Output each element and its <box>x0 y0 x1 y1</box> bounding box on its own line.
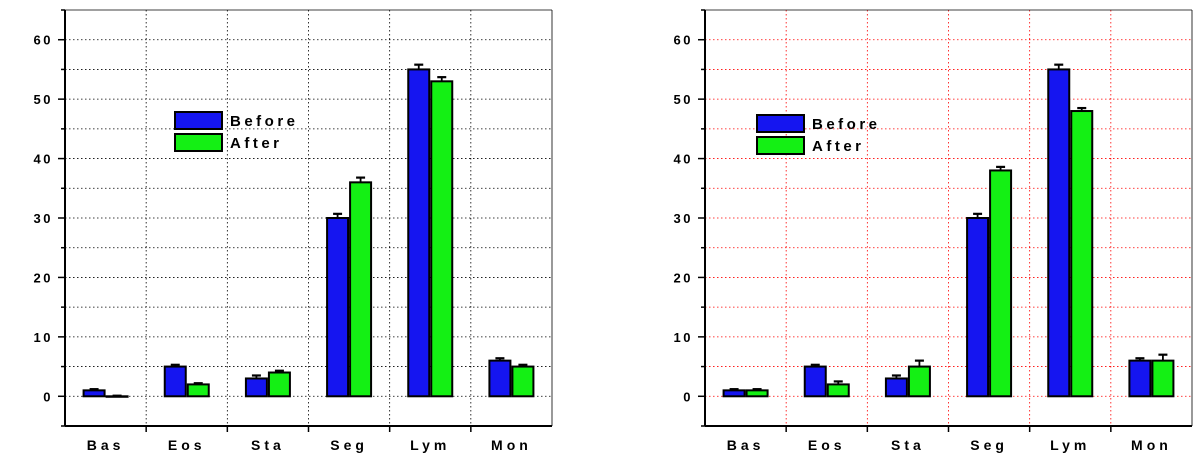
bar-after-sta <box>907 365 931 398</box>
y-tick-label: 50 <box>674 92 693 107</box>
bar-before-lym <box>1047 68 1071 398</box>
y-tick-label: 60 <box>34 33 53 48</box>
legend-label-before: Before <box>230 113 299 130</box>
legend: Before After <box>756 114 881 155</box>
y-tick-label: 30 <box>34 211 53 226</box>
legend-swatch-after <box>174 133 223 152</box>
x-tick-label-lym: Lym <box>1050 437 1090 453</box>
y-tick-label: 40 <box>34 152 53 167</box>
legend-label-after: After <box>812 138 865 155</box>
bar-before-mon <box>1128 359 1152 398</box>
bar-before-lym <box>407 68 431 398</box>
legend-label-after: After <box>230 135 283 152</box>
bar-after-mon <box>511 365 535 398</box>
bar-before-mon <box>488 359 512 398</box>
x-tick-label-bas: Bas <box>727 437 765 453</box>
x-tick-label-mon: Mon <box>491 437 532 453</box>
bar-before-sta <box>884 377 908 398</box>
bar-after-seg <box>349 181 373 398</box>
x-tick-label-bas: Bas <box>87 437 125 453</box>
x-tick-label-sta: Sta <box>251 437 285 453</box>
x-tick-label-mon: Mon <box>1131 437 1172 453</box>
legend-swatch-before <box>756 114 805 133</box>
bar-after-sta <box>267 371 291 398</box>
bar-before-sta <box>244 377 268 398</box>
bar-after-seg <box>989 169 1013 398</box>
x-tick-label-seg: Seg <box>330 437 368 453</box>
bar-chart-right: 0 10 20 30 40 50 60 Bas Eos Sta Seg Lym Mon Before Aft… <box>674 9 1193 453</box>
x-tick-label-eos: Eos <box>808 437 846 453</box>
y-tick-label: 10 <box>674 330 693 345</box>
bar-before-seg <box>966 217 990 398</box>
bar-after-bas <box>745 389 769 398</box>
bar-before-bas <box>82 389 106 398</box>
bar-before-seg <box>326 217 350 398</box>
y-tick-label: 20 <box>34 270 53 285</box>
legend-label-before: Before <box>812 116 881 133</box>
bar-after-lym <box>1070 110 1094 398</box>
bar-before-eos <box>803 365 827 398</box>
y-tick-label: 30 <box>674 211 693 226</box>
bar-before-bas <box>722 389 746 398</box>
bar-after-eos <box>186 383 210 398</box>
bar-before-eos <box>163 365 187 398</box>
bar-after-eos <box>826 383 850 398</box>
x-tick-label-eos: Eos <box>168 437 206 453</box>
x-tick-label-sta: Sta <box>891 437 925 453</box>
y-tick-label: 10 <box>34 330 53 345</box>
bar-after-lym <box>430 80 454 398</box>
legend: Before After <box>174 111 299 152</box>
x-tick-label-lym: Lym <box>410 437 450 453</box>
x-tick-label-seg: Seg <box>970 437 1008 453</box>
y-tick-label: 20 <box>674 270 693 285</box>
bar-chart-left: 0 10 20 30 40 50 60 Bas Eos Sta Seg Lym Mon Before Aft… <box>34 9 553 453</box>
y-tick-label: 0 <box>683 389 693 404</box>
y-tick-label: 40 <box>674 152 693 167</box>
y-tick-label: 50 <box>34 92 53 107</box>
bar-after-mon <box>1151 359 1175 398</box>
legend-swatch-after <box>756 136 805 155</box>
legend-swatch-before <box>174 111 223 130</box>
y-tick-label: 0 <box>43 389 53 404</box>
y-tick-label: 60 <box>674 33 693 48</box>
